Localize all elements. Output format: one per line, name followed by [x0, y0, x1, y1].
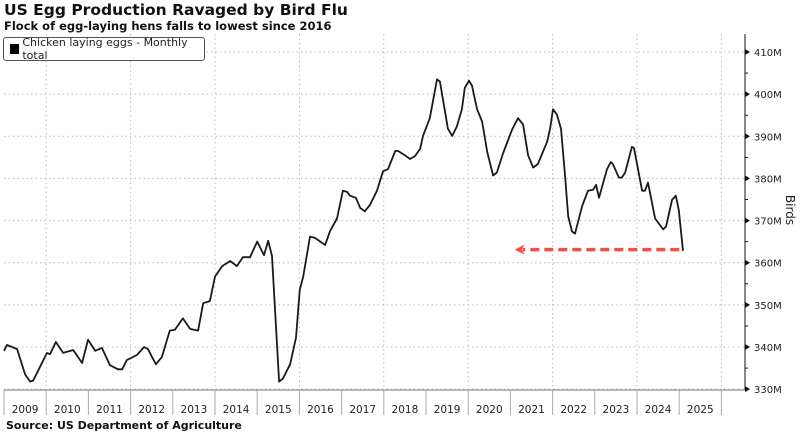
x-tick-label: 2019 [434, 404, 461, 416]
chart-title: US Egg Production Ravaged by Bird Flu [4, 1, 348, 19]
y-axis-label: Birds [783, 195, 797, 225]
y-tick-label: 350M [754, 301, 782, 312]
y-tick-label: 380M [754, 174, 782, 185]
y-tick-mark [745, 91, 750, 98]
legend: Chicken laying eggs - Monthly total [3, 36, 205, 62]
x-tick-label: 2021 [518, 404, 545, 416]
chart-subtitle: Flock of egg-laying hens falls to lowest… [4, 19, 332, 33]
y-tick-mark [745, 386, 750, 393]
x-tick-label: 2024 [645, 404, 672, 416]
x-tick-label: 2017 [349, 404, 376, 416]
legend-label: Chicken laying eggs - Monthly total [22, 36, 188, 62]
x-tick-label: 2015 [265, 404, 292, 416]
x-tick-label: 2012 [138, 404, 165, 416]
x-tick-label: 2016 [307, 404, 334, 416]
y-tick-label: 410M [754, 48, 782, 59]
x-tick-label: 2014 [223, 404, 250, 416]
y-tick-mark [745, 344, 750, 351]
y-tick-mark [745, 217, 750, 224]
y-tick-mark [745, 133, 750, 140]
y-tick-mark [745, 175, 750, 182]
y-tick-mark [745, 301, 750, 308]
x-tick-label: 2020 [476, 404, 503, 416]
y-tick-label: 390M [754, 132, 782, 143]
series-layer [3, 78, 684, 383]
x-tick-label: 2013 [181, 404, 208, 416]
y-tick-mark [745, 259, 750, 266]
gridlines [4, 34, 745, 390]
x-tick-label: 2018 [392, 404, 419, 416]
y-tick-label: 400M [754, 90, 782, 101]
y-tick-mark [745, 49, 750, 55]
annotation-arrow-head [514, 244, 525, 255]
y-tick-label: 360M [754, 259, 782, 270]
y-tick-label: 330M [754, 385, 782, 396]
x-tick-label: 2009 [12, 404, 39, 416]
legend-swatch [10, 44, 20, 54]
annotation-layer [514, 244, 680, 255]
series-line-chicken-laying-eggs [3, 78, 684, 383]
y-tick-label: 370M [754, 217, 782, 228]
y-tick-label: 340M [754, 343, 782, 354]
x-tick-label: 2011 [96, 404, 123, 416]
x-tick-label: 2025 [687, 404, 714, 416]
x-tick-label: 2010 [54, 404, 81, 416]
axes: 330M 340M 350M 360M 370M 380M 390M 400M 410M 2009… [3, 34, 782, 416]
x-tick-label: 2022 [560, 404, 587, 416]
x-tick-label: 2023 [603, 404, 630, 416]
source-note: Source: US Department of Agriculture [6, 419, 242, 432]
